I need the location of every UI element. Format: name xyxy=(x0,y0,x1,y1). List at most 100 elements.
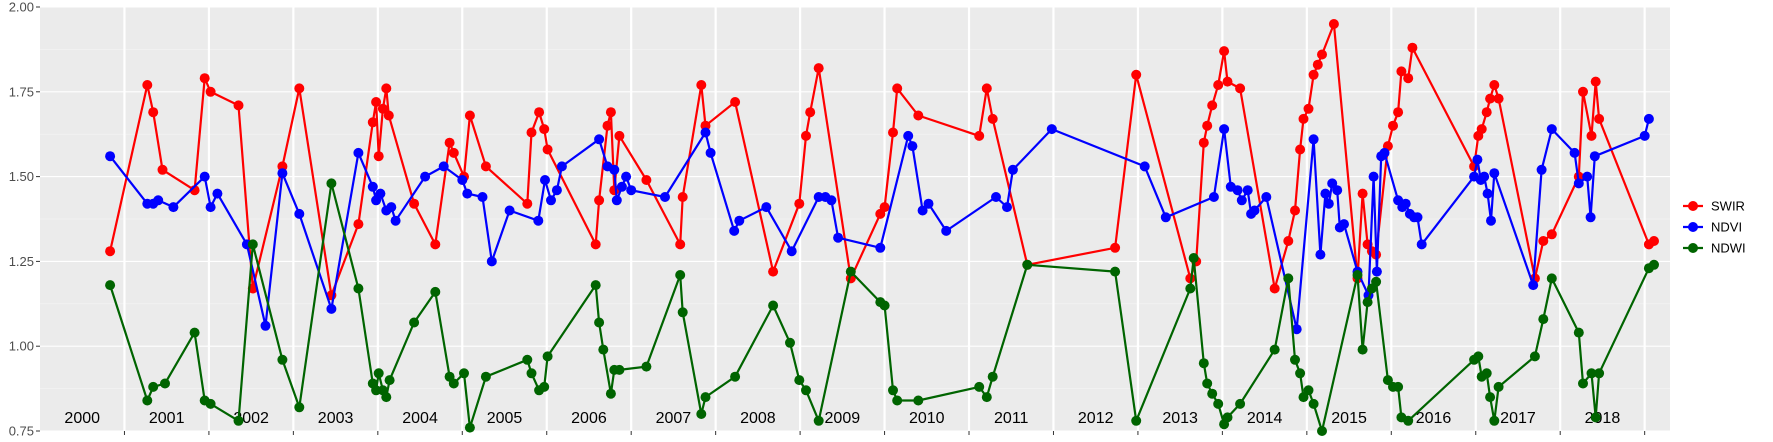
data-point-ndwi xyxy=(677,307,688,318)
data-point-ndvi xyxy=(1400,198,1411,209)
data-point-swir xyxy=(526,127,537,138)
data-point-ndwi xyxy=(813,415,824,426)
data-point-swir xyxy=(730,97,741,107)
legend-label-swir: SWIR xyxy=(1711,199,1745,214)
data-point-ndvi xyxy=(375,188,386,199)
series-ndvi xyxy=(105,113,1654,335)
data-point-swir xyxy=(1219,46,1230,57)
data-point-ndvi xyxy=(1639,130,1650,141)
data-point-swir xyxy=(377,103,388,114)
data-point-ndvi xyxy=(1339,219,1349,230)
data-point-ndwi xyxy=(1290,354,1300,365)
data-point-ndvi xyxy=(729,225,740,236)
data-point-ndwi xyxy=(974,381,985,392)
data-point-ndwi xyxy=(1269,344,1280,355)
data-point-ndwi xyxy=(294,402,305,413)
data-point-ndwi xyxy=(326,178,337,189)
data-point-swir xyxy=(1207,100,1218,111)
data-point-ndwi xyxy=(700,392,711,403)
data-point-swir xyxy=(794,198,805,209)
data-point-swir xyxy=(1388,120,1398,131)
data-point-ndvi xyxy=(700,127,711,138)
data-point-ndvi xyxy=(1002,202,1012,213)
y-axis: 0.75 1.00 1.25 1.50 1.75 2.00 xyxy=(9,0,40,439)
data-point-ndwi xyxy=(1303,385,1314,396)
data-point-swir xyxy=(1476,124,1487,135)
data-point-swir xyxy=(1538,236,1549,246)
data-point-ndwi xyxy=(205,398,216,409)
data-point-swir xyxy=(801,130,811,141)
data-point-swir xyxy=(448,147,459,158)
data-point-swir xyxy=(1357,188,1368,199)
data-point-swir xyxy=(1308,69,1319,80)
data-point-ndvi xyxy=(367,181,378,192)
data-point-swir xyxy=(602,120,613,131)
data-point-ndwi xyxy=(888,385,898,396)
data-point-swir xyxy=(157,164,168,175)
data-point-ndwi xyxy=(384,375,395,386)
data-point-ndwi xyxy=(1202,378,1213,389)
data-point-swir xyxy=(614,130,625,141)
data-point-swir xyxy=(696,80,707,90)
data-point-ndwi xyxy=(1222,412,1233,423)
data-point-swir xyxy=(430,239,441,250)
data-point-swir xyxy=(1590,76,1601,87)
data-point-ndvi xyxy=(477,192,488,202)
data-point-ndwi xyxy=(373,368,384,379)
legend-label-ndwi: NDWI xyxy=(1711,241,1746,256)
year-label: 2015 xyxy=(1331,410,1367,427)
y-tick-label: 2.00 xyxy=(9,0,34,15)
data-point-swir xyxy=(677,192,688,202)
legend-key-point xyxy=(1688,222,1698,232)
data-point-ndwi xyxy=(1110,266,1121,277)
data-point-swir xyxy=(105,246,116,257)
data-point-ndwi xyxy=(1573,327,1584,338)
data-point-ndwi xyxy=(987,371,998,382)
data-point-ndwi xyxy=(1185,283,1196,294)
data-point-ndvi xyxy=(199,171,210,182)
data-point-ndwi xyxy=(1207,388,1218,399)
data-point-ndwi xyxy=(522,354,533,365)
data-point-ndvi xyxy=(353,147,364,158)
data-point-ndvi xyxy=(1007,164,1018,175)
data-point-ndvi xyxy=(1139,161,1150,172)
data-point-swir xyxy=(768,266,779,277)
year-label: 2011 xyxy=(994,410,1029,427)
y-tick-label: 1.50 xyxy=(9,169,34,184)
data-point-swir xyxy=(233,100,244,111)
data-point-swir xyxy=(892,83,903,94)
data-point-ndvi xyxy=(734,215,745,226)
data-point-ndvi xyxy=(1232,185,1243,196)
data-point-swir xyxy=(1269,283,1280,294)
data-point-ndvi xyxy=(457,175,468,185)
data-point-swir xyxy=(1485,93,1496,104)
data-point-ndvi xyxy=(903,130,914,141)
data-point-ndwi xyxy=(1586,368,1597,379)
data-point-swir xyxy=(1283,236,1294,246)
year-label: 2005 xyxy=(487,410,523,427)
data-point-ndwi xyxy=(160,378,170,389)
data-point-ndvi xyxy=(1546,124,1557,135)
data-point-swir xyxy=(1393,107,1404,118)
year-label: 2013 xyxy=(1162,410,1198,427)
data-point-ndwi xyxy=(641,361,652,372)
data-point-ndvi xyxy=(1249,205,1260,216)
year-label: 2003 xyxy=(318,410,354,427)
data-point-ndwi xyxy=(1485,392,1496,403)
y-tick-label: 1.00 xyxy=(9,339,34,354)
data-point-ndwi xyxy=(1362,297,1373,308)
data-point-ndwi xyxy=(768,300,779,311)
year-label: 2007 xyxy=(656,410,692,427)
data-point-ndvi xyxy=(991,192,1001,202)
data-point-ndwi xyxy=(233,415,244,426)
data-point-ndwi xyxy=(696,409,707,419)
data-point-ndvi xyxy=(205,202,216,213)
data-point-ndvi xyxy=(1573,178,1584,189)
data-point-ndvi xyxy=(621,171,632,182)
data-point-ndvi xyxy=(277,168,288,179)
data-point-ndwi xyxy=(675,270,686,280)
data-point-ndwi xyxy=(1283,273,1294,284)
data-point-ndwi xyxy=(1594,368,1605,379)
gridlines xyxy=(40,6,1670,432)
data-point-ndvi xyxy=(875,242,886,253)
